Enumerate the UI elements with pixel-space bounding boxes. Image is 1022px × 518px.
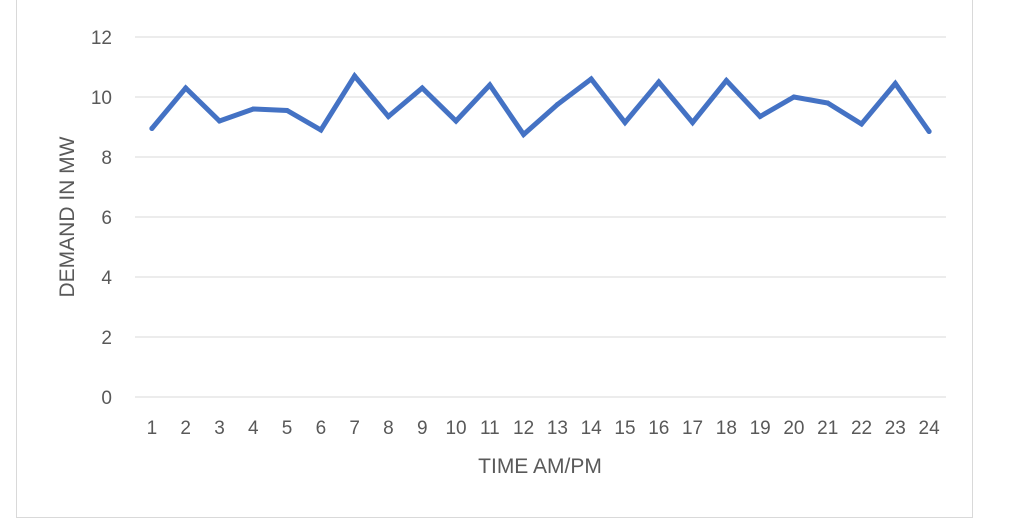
data-point [690,120,696,125]
y-tick-label: 4 [101,268,112,289]
x-tick-label: 9 [417,418,428,439]
data-point [588,76,594,82]
data-point [521,132,527,137]
gridlines [135,36,946,398]
x-tick-label: 23 [885,418,906,439]
x-tick-label: 8 [383,418,394,439]
data-point [183,85,189,91]
x-axis-title: TIME AM/PM [478,455,602,478]
x-tick-label: 7 [349,418,360,439]
data-point [419,85,425,91]
data-point [318,127,324,133]
y-axis-title: DEMAND IN MW [56,136,79,297]
x-tick-label: 18 [716,418,737,439]
x-axis-ticks: 1 2 3 4 5 6 7 8 9 10 11 12 13 14 15 16 17 18 19 20 21 22 23 24 [147,418,940,439]
data-point [656,79,662,85]
data-point [859,121,865,127]
y-tick-label: 0 [101,388,112,409]
data-point [487,82,493,88]
x-tick-label: 3 [214,418,225,439]
data-point [622,120,628,125]
y-tick-label: 6 [101,208,112,229]
data-point [554,102,560,107]
y-tick-label: 10 [91,88,112,109]
x-tick-label: 24 [919,418,941,439]
data-point [825,100,831,106]
x-tick-label: 10 [445,418,466,439]
y-axis-ticks: 0 2 4 6 8 10 12 [91,28,113,409]
data-point [216,118,222,124]
x-tick-label: 19 [750,418,771,439]
x-tick-label: 6 [316,418,327,439]
data-point [723,78,729,83]
data-point [250,106,256,112]
data-point [385,114,391,119]
data-point [284,108,290,113]
data-point [149,126,155,131]
x-tick-label: 1 [147,418,158,439]
y-tick-label: 2 [101,328,112,349]
x-tick-label: 13 [547,418,568,439]
data-point [453,118,459,124]
chart-frame [16,0,973,518]
x-tick-label: 4 [248,418,259,439]
x-tick-label: 2 [180,418,191,439]
x-tick-label: 11 [480,418,500,439]
x-tick-label: 20 [783,418,804,439]
y-tick-label: 8 [101,148,112,169]
series-layer [149,71,932,139]
x-tick-label: 15 [614,418,635,439]
data-point [892,81,898,86]
data-point [791,94,797,100]
x-tick-label: 21 [817,418,838,439]
x-tick-label: 5 [282,418,293,439]
series-line [149,71,932,139]
x-tick-label: 17 [682,418,703,439]
x-tick-label: 16 [648,418,669,439]
data-point [757,114,763,119]
x-tick-label: 14 [581,418,603,439]
y-tick-label: 12 [91,28,112,49]
x-tick-label: 22 [851,418,872,439]
data-point [352,73,358,79]
data-point [926,129,932,134]
x-tick-label: 12 [513,418,534,439]
